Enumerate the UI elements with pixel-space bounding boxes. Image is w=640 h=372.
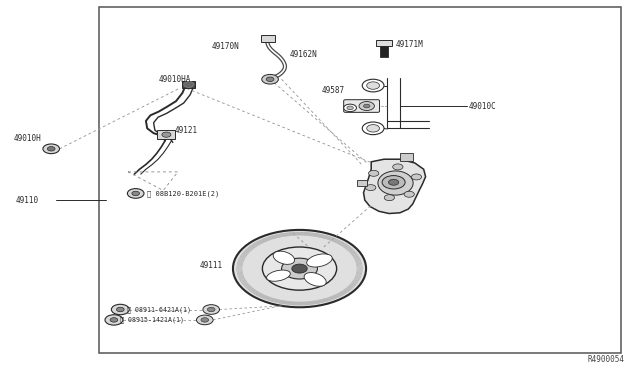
Circle shape: [282, 258, 317, 279]
Ellipse shape: [307, 254, 332, 267]
Bar: [380, 46, 388, 57]
Circle shape: [382, 176, 405, 189]
Circle shape: [203, 305, 220, 314]
Circle shape: [262, 247, 337, 290]
Polygon shape: [364, 159, 426, 214]
Text: Ⓣ 08915-1421A(1): Ⓣ 08915-1421A(1): [120, 317, 184, 323]
Text: 49110: 49110: [16, 196, 39, 205]
Circle shape: [344, 104, 356, 112]
Text: 49162N: 49162N: [289, 50, 317, 59]
Bar: [99, 7, 621, 353]
Ellipse shape: [304, 273, 326, 286]
Ellipse shape: [273, 251, 294, 264]
Text: 49170N: 49170N: [211, 42, 239, 51]
Bar: [157, 130, 175, 139]
Circle shape: [388, 179, 399, 185]
Text: 49121: 49121: [175, 126, 198, 135]
Text: R4900054: R4900054: [587, 355, 624, 364]
Circle shape: [369, 170, 379, 176]
Circle shape: [384, 195, 394, 201]
Circle shape: [111, 304, 129, 315]
Circle shape: [184, 81, 194, 87]
Circle shape: [367, 82, 380, 89]
Circle shape: [364, 104, 370, 108]
Circle shape: [393, 164, 403, 170]
Circle shape: [262, 74, 278, 84]
Bar: [400, 153, 413, 161]
Bar: [357, 180, 367, 186]
Text: 49010H: 49010H: [14, 134, 42, 143]
Circle shape: [367, 125, 380, 132]
Circle shape: [207, 307, 215, 312]
Circle shape: [359, 102, 374, 110]
Circle shape: [127, 189, 144, 198]
Ellipse shape: [378, 171, 413, 195]
Circle shape: [162, 132, 171, 137]
Text: 49111: 49111: [200, 262, 223, 270]
Circle shape: [362, 122, 384, 135]
Circle shape: [412, 174, 422, 180]
Circle shape: [201, 318, 209, 322]
Text: Ⓑ 08911-6421A(1): Ⓑ 08911-6421A(1): [127, 306, 191, 313]
Circle shape: [196, 315, 213, 325]
Circle shape: [105, 315, 123, 325]
Circle shape: [266, 77, 274, 81]
Bar: [182, 81, 195, 88]
Circle shape: [365, 185, 376, 190]
Circle shape: [362, 79, 384, 92]
FancyBboxPatch shape: [344, 100, 380, 112]
Circle shape: [110, 318, 118, 322]
Bar: [376, 40, 392, 46]
Circle shape: [292, 264, 307, 273]
Circle shape: [116, 307, 124, 312]
Bar: [261, 35, 275, 42]
Circle shape: [233, 230, 366, 307]
Text: 49587: 49587: [321, 86, 344, 95]
Text: 49010HA: 49010HA: [159, 76, 191, 84]
Circle shape: [404, 191, 414, 197]
Circle shape: [43, 144, 60, 154]
Text: Ⓑ 08B120-B201E(2): Ⓑ 08B120-B201E(2): [147, 190, 220, 197]
Circle shape: [47, 147, 55, 151]
Text: 49171M: 49171M: [396, 40, 423, 49]
Text: 49010C: 49010C: [468, 102, 496, 110]
Ellipse shape: [267, 270, 291, 281]
Circle shape: [347, 106, 353, 110]
Circle shape: [132, 191, 140, 196]
